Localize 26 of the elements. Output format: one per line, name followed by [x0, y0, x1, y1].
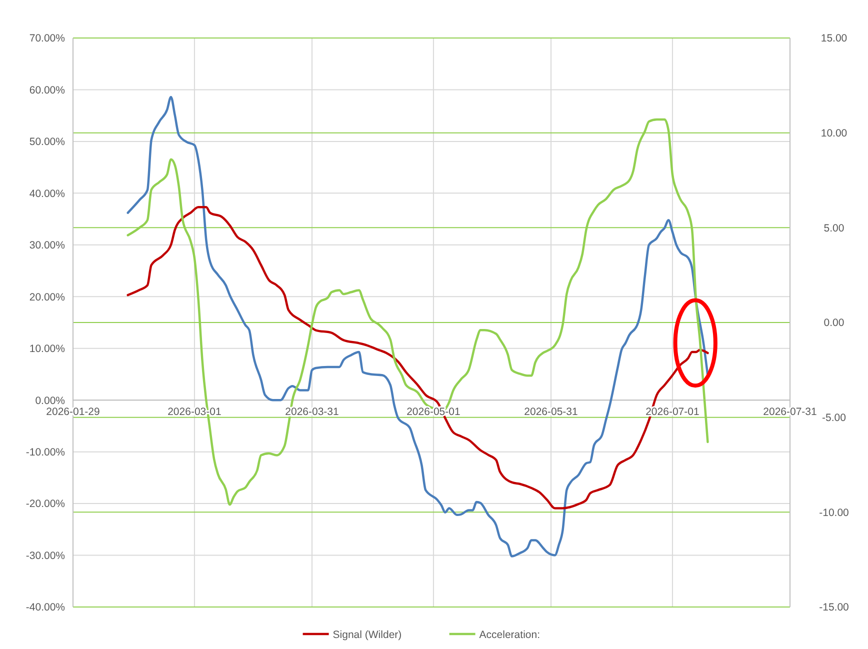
y-tick-label: 10.00%: [29, 343, 65, 356]
y-tick-label: -20.00%: [26, 498, 65, 510]
y-tick-label: -40.00%: [26, 602, 65, 614]
y2-tick-label: -10.00: [819, 506, 850, 519]
y2-tick-label: 10.00: [820, 128, 848, 140]
y2-tick-label: -5.00: [822, 412, 846, 424]
line-series: [126, 206, 709, 510]
y-tick-label: 50.00%: [29, 136, 65, 148]
y-tick-label: 0.00%: [35, 394, 65, 407]
y-tick-label: -30.00%: [26, 550, 65, 562]
y-tick-label: 20.00%: [29, 291, 65, 304]
x-tick-label: 2026-07-31: [763, 406, 818, 418]
legend-label: Signal (Wilder): [332, 629, 402, 641]
line-series: [126, 96, 709, 558]
y-tick-label: -10.00%: [26, 446, 65, 458]
x-tick-label: 2026-01-29: [46, 406, 100, 418]
y2-tick-label: -15.00: [819, 602, 850, 614]
y2-tick-label: 5.00: [824, 222, 844, 234]
legend-label: Acceleration:: [479, 629, 540, 641]
y-tick-label: 60.00%: [29, 84, 65, 96]
x-tick-label: 2026-05-31: [524, 406, 578, 418]
y-tick-label: 30.00%: [29, 240, 65, 252]
y-tick-label: 40.00%: [29, 188, 65, 200]
y-tick-label: 70.00%: [29, 32, 65, 45]
y2-tick-label: 15.00: [820, 32, 848, 45]
y2-tick-label: 0.00: [824, 317, 844, 330]
